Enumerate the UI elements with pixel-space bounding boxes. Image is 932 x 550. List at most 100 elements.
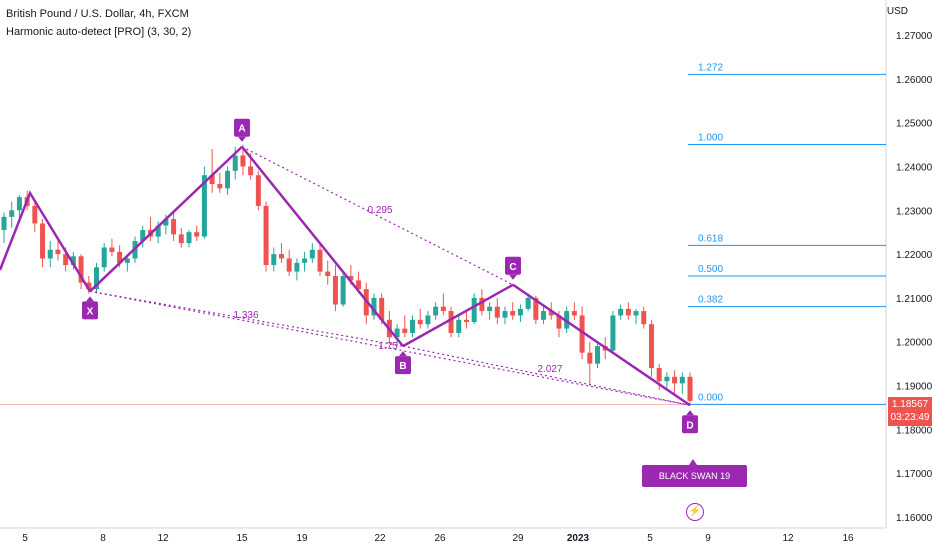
candle-body xyxy=(548,311,554,316)
candle-body xyxy=(510,311,516,316)
time-tick-label: 2023 xyxy=(567,533,590,544)
lightning-icon[interactable]: ⚡ xyxy=(686,503,704,521)
pattern-point-marker xyxy=(505,256,521,275)
candle-body xyxy=(309,249,315,259)
time-tick-label: 29 xyxy=(512,533,524,544)
candle-body xyxy=(332,276,338,305)
pattern-ratio-line xyxy=(241,146,514,286)
candle-body xyxy=(525,297,531,309)
time-tick-label: 12 xyxy=(782,533,794,544)
pattern-point-label: D xyxy=(686,420,693,431)
candle-body xyxy=(271,254,277,266)
candle-body xyxy=(140,229,146,241)
candle-body xyxy=(117,251,123,263)
candle-body xyxy=(209,175,215,184)
candle-body xyxy=(155,225,161,237)
candle-body xyxy=(93,267,99,290)
candle-body xyxy=(124,258,130,263)
candle-body xyxy=(502,311,508,318)
price-tick-label: 1.27000 xyxy=(896,31,932,42)
candle-body xyxy=(440,306,446,312)
price-tick-label: 1.17000 xyxy=(896,469,932,480)
candle-body xyxy=(494,306,500,318)
time-tick-label: 5 xyxy=(22,533,28,544)
pattern-ratio-label: 1.75 xyxy=(378,341,398,352)
candle-body xyxy=(317,249,323,272)
candle-body xyxy=(47,249,53,259)
pattern-ratio-label: 2.027 xyxy=(537,364,562,375)
price-tick-label: 1.23000 xyxy=(896,206,932,217)
pattern-leadin xyxy=(0,190,92,292)
indicator-title: Harmonic auto-detect [PRO] (3, 30, 2) xyxy=(6,26,192,38)
candle-body xyxy=(286,258,292,272)
pattern-point-pointer xyxy=(686,410,694,416)
candle-body xyxy=(40,223,46,259)
price-tick-label: 1.24000 xyxy=(896,162,932,173)
candle-body xyxy=(163,219,169,226)
candle-body xyxy=(201,175,207,237)
time-tick-label: 9 xyxy=(705,533,711,544)
candle-body xyxy=(433,306,439,316)
candle-body xyxy=(325,271,331,276)
time-tick-label: 16 xyxy=(842,533,854,544)
price-tick-label: 1.18000 xyxy=(896,425,932,436)
candle-body xyxy=(687,376,693,401)
time-tick-label: 26 xyxy=(434,533,446,544)
candle-body xyxy=(641,311,647,325)
candle-body xyxy=(679,376,685,384)
time-tick-label: 5 xyxy=(647,533,653,544)
candle-body xyxy=(340,276,346,305)
candle-body xyxy=(109,247,115,252)
price-tick-label: 1.25000 xyxy=(896,119,932,130)
candle-body xyxy=(78,256,84,283)
price-tick-label: 1.21000 xyxy=(896,294,932,305)
candle-body xyxy=(278,254,284,259)
pattern-point-pointer xyxy=(399,351,407,357)
current-price-value: 1.18567 xyxy=(891,399,929,410)
time-tick-label: 19 xyxy=(296,533,308,544)
candle-body xyxy=(394,328,400,338)
candle-body xyxy=(255,175,261,206)
fib-level-label: 0.382 xyxy=(698,295,723,306)
candle-body xyxy=(70,256,76,266)
detection-pointer xyxy=(689,459,697,465)
pattern-ratio-label: 1.336 xyxy=(233,310,258,321)
candle-body xyxy=(1,216,7,230)
price-tick-label: 1.16000 xyxy=(896,513,932,524)
candle-body xyxy=(402,328,408,333)
price-tick-label: 1.19000 xyxy=(896,382,932,393)
pattern-point-label: B xyxy=(399,361,406,372)
pattern-point-a: A xyxy=(234,118,250,142)
candle-body xyxy=(571,311,577,316)
price-tick-label: 1.22000 xyxy=(896,250,932,261)
candle-body xyxy=(648,324,654,369)
candle-body xyxy=(55,249,61,255)
candle-body xyxy=(664,376,670,382)
pattern-point-label: C xyxy=(509,262,516,273)
candle-body xyxy=(348,276,354,281)
candle-body xyxy=(656,368,662,382)
candle-body xyxy=(263,205,269,266)
candle-body xyxy=(63,254,69,266)
price-tick-label: 1.20000 xyxy=(896,338,932,349)
candle-body xyxy=(471,297,477,323)
fib-level-label: 0.500 xyxy=(698,264,723,275)
candle-body xyxy=(32,205,38,224)
pattern-leg xyxy=(89,145,243,293)
candle-body xyxy=(556,315,562,329)
candle-body xyxy=(587,352,593,364)
detection-label: BLACK SWAN 19 DETECTED xyxy=(642,465,747,503)
currency-label: USD xyxy=(886,6,908,17)
pattern-point-c: C xyxy=(505,256,521,280)
current-price-badge: 1.18567 03:23:49 xyxy=(888,397,932,426)
candle-body xyxy=(217,183,223,189)
candle-body xyxy=(625,308,631,316)
price-tick-label: 1.26000 xyxy=(896,75,932,86)
time-tick-label: 22 xyxy=(374,533,386,544)
pattern-point-x: X xyxy=(82,296,98,320)
candle-body xyxy=(517,308,523,316)
candle-body xyxy=(417,319,423,325)
pattern-point-pointer xyxy=(238,136,246,142)
candle-body xyxy=(610,315,616,351)
